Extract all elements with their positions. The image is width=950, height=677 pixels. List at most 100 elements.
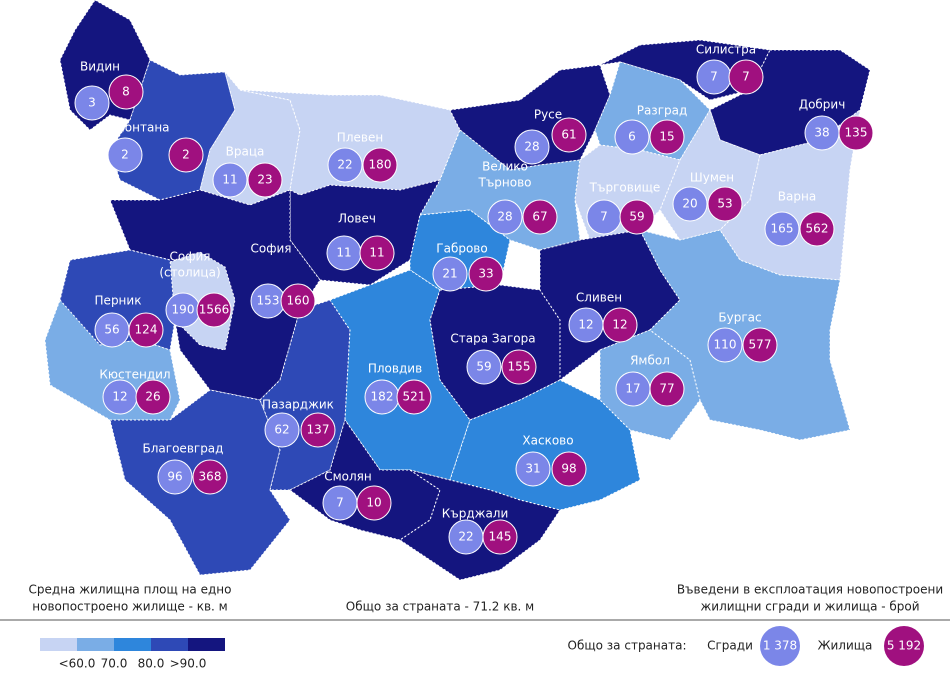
buildings-count: 21	[442, 267, 457, 281]
legend-label: 80.0	[138, 657, 165, 671]
region-name: Ловеч	[338, 212, 376, 226]
dwellings-count: 1566	[199, 303, 230, 317]
dwellings-count: 98	[561, 462, 576, 476]
buildings-count: 20	[682, 197, 697, 211]
counts-title: Въведени в експлоатация новопостроени	[677, 583, 943, 597]
dwellings-circle	[799, 211, 835, 247]
buildings-circle	[107, 137, 143, 173]
dwellings-circle	[247, 162, 283, 198]
dwellings-circle	[359, 235, 395, 271]
buildings-circle	[514, 129, 550, 165]
buildings-circle	[764, 211, 800, 247]
dwellings-circle	[135, 379, 171, 415]
dwellings-count: 145	[489, 530, 512, 544]
dwellings-circle	[196, 292, 232, 328]
dwellings-circle	[192, 459, 228, 495]
legend-label: <60.0	[59, 657, 96, 671]
buildings-count: 56	[104, 323, 119, 337]
region-name: Стара Загора	[450, 332, 535, 346]
dwellings-count: 11	[369, 246, 384, 260]
dwellings-count: 12	[612, 318, 627, 332]
legend-label: 70.0	[101, 657, 128, 671]
region-name: Силистра	[696, 43, 756, 57]
buildings-count: 11	[222, 173, 237, 187]
dwellings-circle	[649, 371, 685, 407]
dwellings-circle	[468, 256, 504, 292]
buildings-count: 153	[257, 294, 280, 308]
buildings-count: 12	[112, 390, 127, 404]
buildings-circle	[327, 147, 363, 183]
buildings-count: 165	[771, 222, 794, 236]
dwellings-circle	[742, 327, 778, 363]
dwellings-count: 10	[366, 496, 381, 510]
dwellings-count: 180	[369, 158, 392, 172]
dwellings-circle	[128, 312, 164, 348]
legend-swatch	[114, 638, 151, 651]
dwellings-count: 59	[629, 210, 644, 224]
region	[639, 229, 851, 441]
dwellings-count: 2	[182, 148, 190, 162]
dwellings-count: 137	[307, 423, 330, 437]
dwellings-circle	[396, 379, 432, 415]
buildings-count: 190	[172, 303, 195, 317]
region-name: Перник	[95, 294, 142, 308]
dwellings-circle	[108, 74, 144, 110]
region-name: София	[170, 250, 211, 264]
region-name: Ямбол	[630, 354, 670, 368]
buildings-label: Сгради	[707, 639, 753, 653]
dwellings-circle	[300, 412, 336, 448]
dwellings-circle	[362, 147, 398, 183]
buildings-count: 7	[600, 210, 608, 224]
dwellings-count: 562	[806, 222, 829, 236]
region-name: Русе	[534, 108, 562, 122]
dwellings-count: 155	[508, 360, 531, 374]
buildings-count: 11	[336, 246, 351, 260]
region-name: Бургас	[718, 311, 761, 325]
dwellings-circle	[602, 307, 638, 343]
legend-title: новопостроено жилище - кв. м	[32, 600, 227, 614]
dwellings-count: 26	[145, 390, 160, 404]
total-buildings-circle	[760, 626, 800, 666]
dwellings-circle	[168, 137, 204, 173]
buildings-count: 3	[88, 96, 96, 110]
legend-swatch	[40, 638, 77, 651]
buildings-circle	[157, 459, 193, 495]
region-name: Пазарджик	[262, 398, 334, 412]
dwellings-count: 368	[199, 470, 222, 484]
legend-swatch	[188, 638, 225, 651]
totals-label: Общо за страната:	[568, 639, 687, 653]
legend-swatch	[151, 638, 188, 651]
region-name: Габрово	[436, 242, 487, 256]
dwellings-circle	[551, 451, 587, 487]
buildings-count: 110	[714, 338, 737, 352]
region-name: (столица)	[159, 266, 220, 280]
buildings-count: 31	[525, 462, 540, 476]
dwellings-circle	[728, 59, 764, 95]
dwellings-label: Жилища	[818, 639, 873, 653]
buildings-count: 28	[497, 210, 512, 224]
dwellings-count: 15	[659, 130, 674, 144]
dwellings-count: 61	[561, 128, 576, 142]
region	[329, 269, 471, 481]
dwellings-circle	[619, 199, 655, 235]
buildings-count: 17	[625, 382, 640, 396]
region-name: Варна	[778, 190, 816, 204]
buildings-circle	[515, 451, 551, 487]
buildings-count: 6	[628, 130, 636, 144]
dwellings-circle	[501, 349, 537, 385]
region-name: Търново	[477, 176, 531, 190]
dwellings-count: 577	[749, 338, 772, 352]
dwellings-count: 67	[532, 210, 547, 224]
buildings-count: 22	[337, 158, 352, 172]
buildings-circle	[432, 256, 468, 292]
total-dwellings: 5 192	[887, 639, 921, 653]
total-dwellings-circle	[884, 626, 924, 666]
buildings-circle	[212, 162, 248, 198]
buildings-count: 59	[476, 360, 491, 374]
region	[429, 284, 561, 421]
dwellings-count: 53	[717, 197, 732, 211]
buildings-count: 2	[121, 148, 129, 162]
dwellings-circle	[838, 115, 874, 151]
